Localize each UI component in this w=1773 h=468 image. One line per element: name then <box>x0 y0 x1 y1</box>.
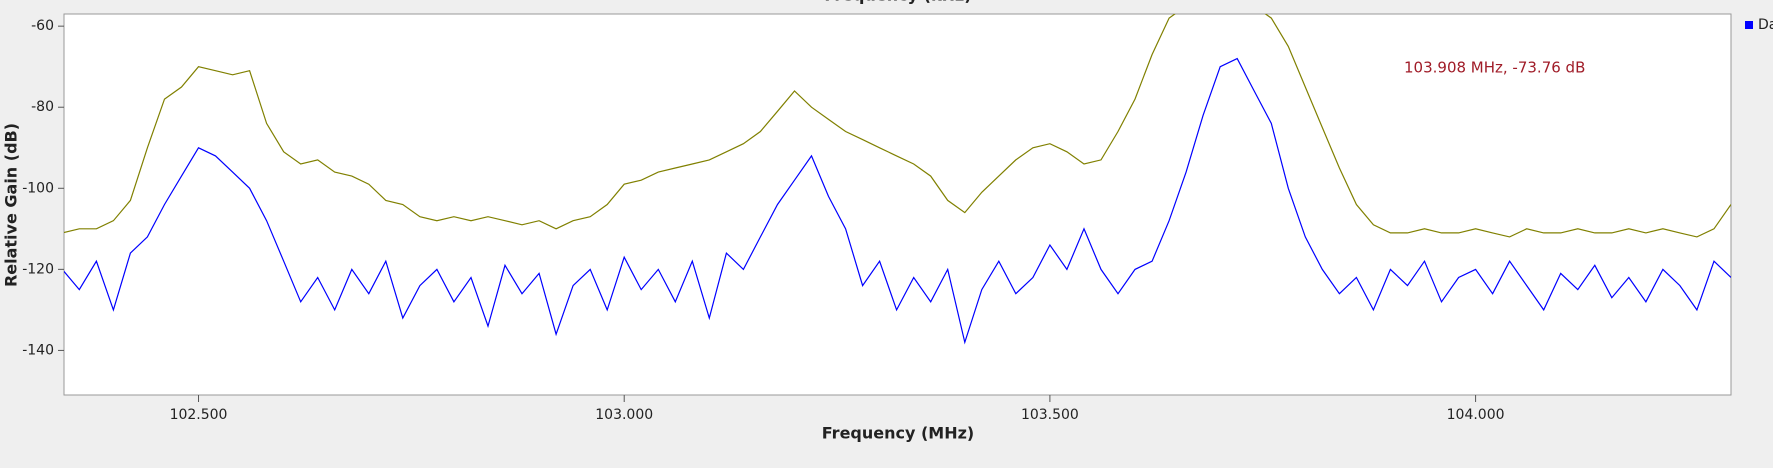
x-tick-label: 104.000 <box>1447 407 1505 423</box>
y-tick-label: -140 <box>22 342 54 358</box>
y-tick-label: -60 <box>31 18 54 34</box>
y-tick-label: -100 <box>22 180 54 196</box>
plot-lines <box>64 14 1731 345</box>
y-axis-title: Relative Gain (dB) <box>2 123 21 287</box>
x-axis-title: Frequency (MHz) <box>822 424 974 443</box>
y-tick-label: -80 <box>31 99 54 115</box>
chart-title: Frequency (kHz) <box>824 0 971 5</box>
series-line <box>64 14 1731 238</box>
x-tick-label: 103.000 <box>595 407 653 423</box>
legend-swatch <box>1745 21 1753 29</box>
series-line <box>64 57 1731 345</box>
y-tick-label: -120 <box>22 261 54 277</box>
legend-label: Da <box>1758 17 1773 33</box>
x-tick-label: 102.500 <box>170 407 228 423</box>
plot-area <box>63 13 1732 396</box>
marker-annotation: 103.908 MHz, -73.76 dB <box>1404 59 1585 77</box>
x-tick-label: 103.500 <box>1021 407 1079 423</box>
